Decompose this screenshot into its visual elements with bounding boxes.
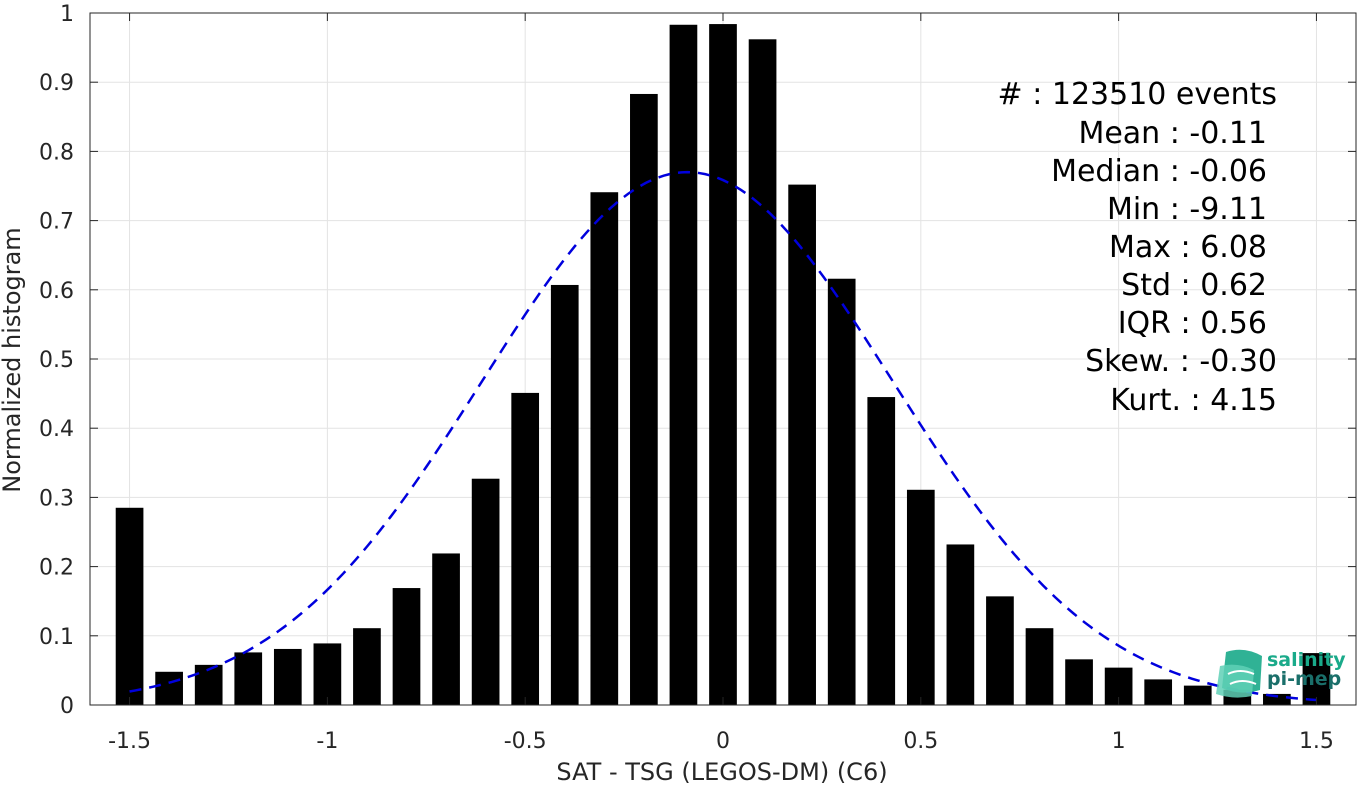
stat-events: # : 123510 events <box>998 77 1277 112</box>
y-tick-label: 0.4 <box>39 417 74 442</box>
x-tick-label: 1 <box>1112 729 1126 754</box>
y-tick-label: 0.2 <box>39 556 74 581</box>
histogram-bar <box>194 664 223 705</box>
histogram-bar <box>630 93 658 706</box>
x-tick-label: 0.5 <box>903 729 938 754</box>
histogram-bar <box>1144 679 1173 705</box>
histogram-bar <box>273 648 302 705</box>
y-axis-label: Normalized histogram <box>0 227 26 492</box>
salinity-pi-mep-logo: salinity pi-mep <box>1216 649 1346 698</box>
histogram-bar <box>906 489 935 705</box>
y-tick-label: 0.5 <box>39 348 74 373</box>
statistics-box: # : 123510 events Mean : -0.11 Median : … <box>998 77 1277 418</box>
x-tick-label: -1.5 <box>108 729 151 754</box>
histogram-bar <box>115 507 144 705</box>
histogram-bar <box>432 553 460 705</box>
stat-kurtosis: Kurt. : 4.15 <box>1110 383 1277 418</box>
histogram-bar <box>511 392 540 705</box>
histogram-bar <box>155 671 183 705</box>
y-tick-label: 0.3 <box>39 486 74 511</box>
histogram-bar <box>1025 628 1054 705</box>
histogram-bar <box>353 628 381 705</box>
y-axis-ticks: 0 0.1 0.2 0.3 0.4 0.5 0.6 0.7 0.8 0.9 1 <box>39 2 1356 719</box>
histogram-bar <box>788 184 816 706</box>
histogram-bar <box>1183 685 1212 705</box>
stat-max: Max : 6.08 <box>1109 230 1267 265</box>
stat-mean: Mean : -0.11 <box>1078 116 1267 151</box>
stat-min: Min : -9.11 <box>1107 192 1267 227</box>
y-tick-label: 0.8 <box>39 140 74 165</box>
stat-iqr: IQR : 0.56 <box>1118 306 1267 341</box>
histogram-bar <box>550 284 579 705</box>
histogram-bar <box>234 652 263 705</box>
histogram-bar <box>392 588 421 705</box>
bars <box>115 24 1331 706</box>
y-tick-label: 0.6 <box>39 279 74 304</box>
y-tick-label: 0.1 <box>39 625 74 650</box>
histogram-bar <box>946 544 975 705</box>
histogram-bar <box>590 192 619 705</box>
histogram-bar <box>867 397 896 705</box>
x-tick-label: 1.5 <box>1299 729 1334 754</box>
histogram-bar <box>709 24 737 705</box>
histogram-bar <box>827 278 856 705</box>
histogram-bar <box>1065 659 1093 705</box>
stat-std: Std : 0.62 <box>1121 268 1267 303</box>
histogram-bar <box>313 643 342 705</box>
histogram-bar <box>669 24 698 706</box>
stat-skewness: Skew. : -0.30 <box>1085 344 1277 379</box>
x-axis-label: SAT - TSG (LEGOS-DM) (C6) <box>556 758 887 785</box>
x-tick-label: -1 <box>316 729 338 754</box>
logo-text-pi-mep: pi-mep <box>1267 668 1341 690</box>
histogram-bar <box>471 478 500 705</box>
gaussian-fit-curve <box>129 170 1317 702</box>
y-tick-label: 0 <box>60 694 74 719</box>
x-tick-label: 0 <box>716 729 730 754</box>
x-axis-ticks: -1.5 -1 -0.5 0 0.5 1 1.5 <box>108 13 1334 754</box>
y-tick-label: 1 <box>60 2 74 27</box>
y-tick-label: 0.7 <box>39 210 74 235</box>
x-tick-label: -0.5 <box>504 729 547 754</box>
logo-emblem-icon <box>1216 649 1262 698</box>
histogram-bar <box>748 39 777 705</box>
logo-text-salinity: salinity <box>1267 649 1346 671</box>
histogram-bar <box>1302 653 1331 705</box>
y-tick-label: 0.9 <box>39 71 74 96</box>
histogram-bar <box>1263 693 1291 705</box>
histogram-bar <box>986 596 1014 705</box>
stat-median: Median : -0.06 <box>1051 154 1267 189</box>
